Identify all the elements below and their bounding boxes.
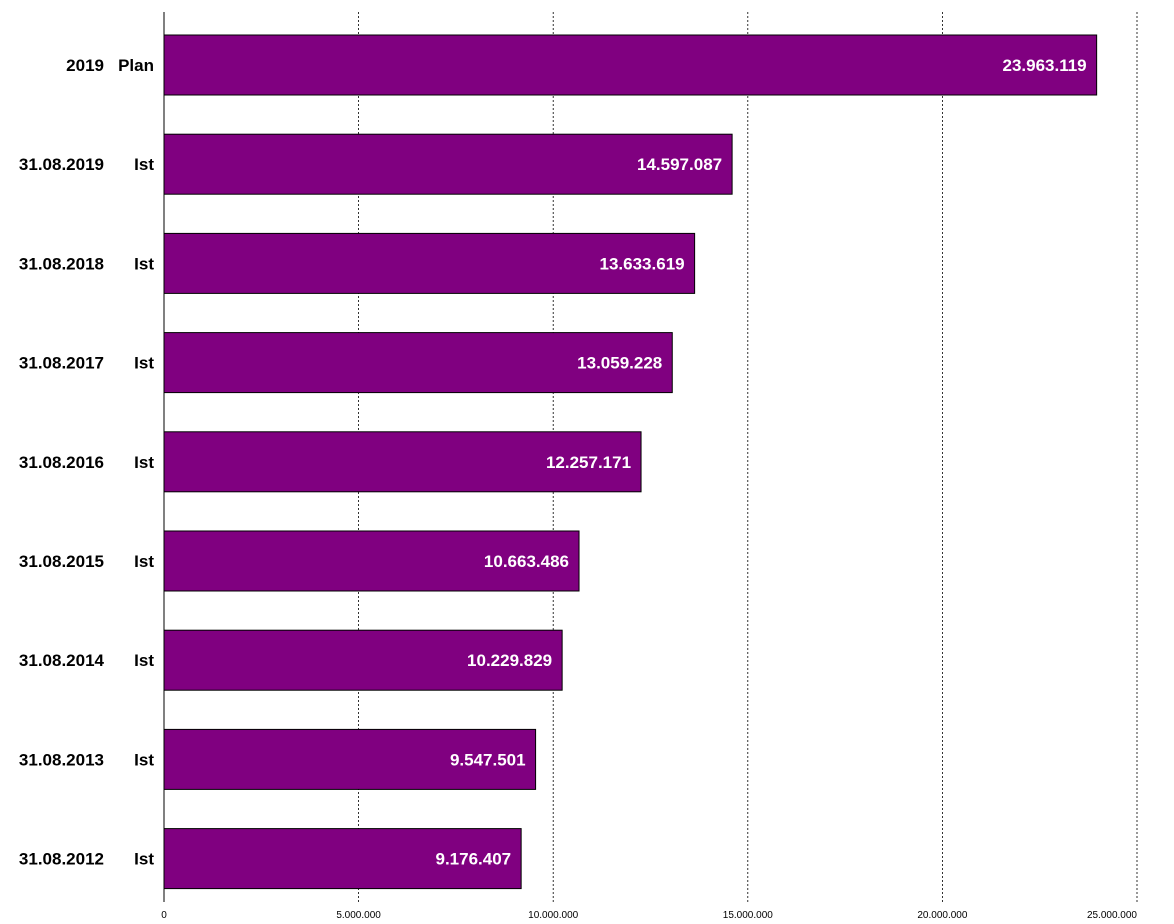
bar-value-label: 9.547.501 xyxy=(450,750,526,769)
bar xyxy=(163,431,642,493)
x-tick-label: 10.000.000 xyxy=(528,910,578,921)
category-kind-label: Ist xyxy=(134,651,154,670)
category-date-label: 2019 xyxy=(66,56,104,75)
category-date-label: 31.08.2015 xyxy=(19,552,104,571)
category-date-label: 31.08.2018 xyxy=(19,254,104,273)
bar-value-label: 23.963.119 xyxy=(1002,56,1086,75)
bar xyxy=(163,728,537,790)
bar-value-label: 12.257.171 xyxy=(546,453,631,472)
x-tick-label: 0 xyxy=(161,910,167,921)
category-kind-label: Ist xyxy=(134,850,154,869)
bar-value-label: 10.229.829 xyxy=(467,651,552,670)
category-labels: 2019 Plan 31.08.2019 Ist 31.08.2018 Ist 31.08.… xyxy=(19,56,154,869)
x-tick-label: 25.000.000 xyxy=(1087,910,1137,921)
bar-value-label: 14.597.087 xyxy=(637,155,722,174)
category-date-label: 31.08.2017 xyxy=(19,354,104,373)
bar-value-label: 13.633.619 xyxy=(600,254,685,273)
bar xyxy=(163,629,563,691)
category-date-label: 31.08.2016 xyxy=(19,453,104,472)
bar-value-label: 13.059.228 xyxy=(577,354,662,373)
bar xyxy=(163,34,1098,96)
category-date-label: 31.08.2019 xyxy=(19,155,104,174)
category-kind-label: Ist xyxy=(134,155,154,174)
category-kind-label: Plan xyxy=(118,56,154,75)
category-date-label: 31.08.2012 xyxy=(19,850,104,869)
category-date-label: 31.08.2014 xyxy=(19,651,105,670)
x-tick-label: 15.000.000 xyxy=(723,910,773,921)
bar xyxy=(163,828,522,890)
bar-value-label: 9.176.407 xyxy=(436,850,512,869)
bar xyxy=(163,133,733,195)
category-date-label: 31.08.2013 xyxy=(19,750,104,769)
x-tick-label: 5.000.000 xyxy=(336,910,381,921)
x-tick-label: 20.000.000 xyxy=(917,910,967,921)
x-tick-labels: 0 5.000.000 10.000.000 15.000.000 20.000.000… xyxy=(161,910,1137,921)
category-kind-label: Ist xyxy=(134,354,154,373)
category-kind-label: Ist xyxy=(134,750,154,769)
category-kind-label: Ist xyxy=(134,552,154,571)
bars: 23.963.119 14.597.087 13.633.619 13.059.228… xyxy=(163,34,1098,890)
bar xyxy=(163,332,673,394)
category-kind-label: Ist xyxy=(134,453,154,472)
bar xyxy=(163,530,580,592)
bar-value-label: 10.663.486 xyxy=(484,552,569,571)
category-kind-label: Ist xyxy=(134,254,154,273)
